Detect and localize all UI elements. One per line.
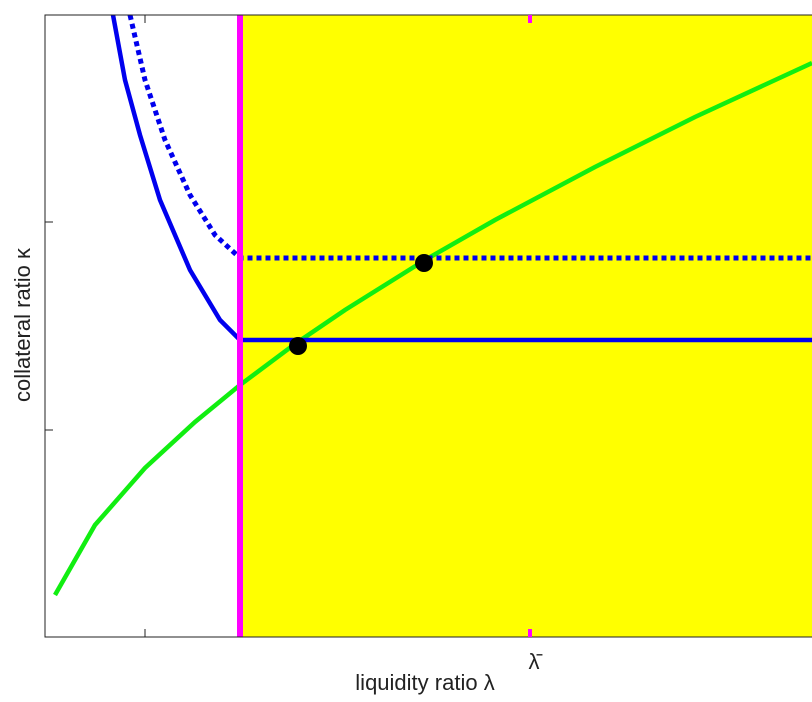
y-axis-label: collateral ratio κ <box>10 247 35 402</box>
axes-frame <box>44 14 812 638</box>
region <box>240 15 812 637</box>
marker <box>415 254 433 272</box>
x-tick-label: λ̄ <box>529 649 543 674</box>
series-line <box>53 60 812 597</box>
plot <box>53 15 812 637</box>
marker <box>289 337 307 355</box>
x-axis-label: liquidity ratio λ <box>355 670 494 695</box>
series-line <box>110 15 812 343</box>
